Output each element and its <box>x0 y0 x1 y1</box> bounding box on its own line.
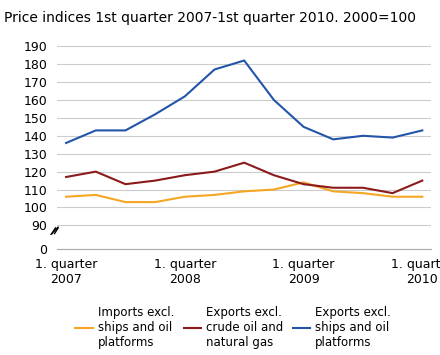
Legend: Imports excl.
ships and oil
platforms, Exports excl.
crude oil and
natural gas, : Imports excl. ships and oil platforms, E… <box>75 306 391 349</box>
Text: Price indices 1st quarter 2007-1st quarter 2010. 2000=100: Price indices 1st quarter 2007-1st quart… <box>4 11 416 25</box>
